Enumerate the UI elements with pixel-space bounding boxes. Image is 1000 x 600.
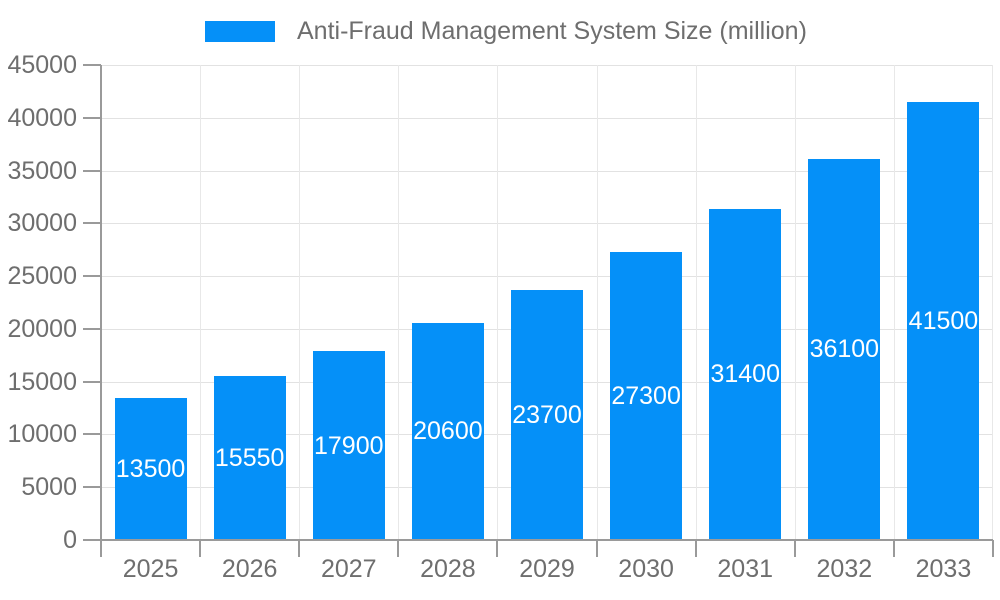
x-axis-tick (893, 540, 895, 557)
legend-label: Anti-Fraud Management System Size (milli… (297, 17, 807, 45)
y-axis-tick (83, 116, 101, 119)
x-axis-tick-label: 2027 (320, 555, 377, 583)
h-gridline (101, 170, 993, 172)
v-gridline (398, 65, 399, 540)
bar-value-label: 15550 (214, 443, 285, 472)
h-gridline (101, 223, 993, 225)
x-axis-tick (695, 540, 697, 557)
bar-2031: 31400 (709, 208, 782, 540)
x-axis-tick-label: 2033 (915, 555, 972, 583)
y-axis-tick (83, 486, 101, 489)
y-axis-tick-label: 25000 (7, 262, 77, 291)
x-axis-tick (496, 540, 498, 557)
y-axis-tick-label: 20000 (7, 314, 77, 343)
y-axis-tick-label: 45000 (7, 51, 77, 79)
v-gridline (992, 65, 993, 540)
bar-2026: 15550 (213, 375, 286, 540)
y-axis-tick (83, 433, 101, 436)
v-gridline (795, 65, 796, 540)
y-axis-tick (83, 327, 101, 330)
x-axis-tick-label: 2030 (618, 555, 674, 583)
y-axis-tick-label: 0 (63, 526, 77, 554)
bar-value-label: 31400 (710, 360, 780, 389)
y-axis-tick-label: 40000 (7, 103, 77, 132)
v-gridline (200, 65, 201, 540)
y-axis-tick-label: 30000 (7, 209, 77, 238)
x-axis-line (83, 539, 993, 541)
h-gridline (101, 117, 993, 119)
bar-value-label: 23700 (512, 400, 582, 429)
v-gridline (696, 65, 697, 540)
bar-2030: 27300 (610, 251, 683, 540)
h-gridline (101, 276, 993, 278)
y-axis-line (100, 65, 102, 540)
x-axis-tick-label: 2026 (221, 555, 278, 583)
bar-2032: 36100 (808, 158, 881, 540)
bar-value-label: 17900 (314, 431, 384, 460)
y-axis-tick (83, 539, 101, 541)
bar-value-label: 20600 (413, 417, 483, 446)
bar-2029: 23700 (511, 289, 583, 540)
x-axis-tick (596, 540, 598, 557)
y-axis-tick-label: 10000 (7, 420, 77, 449)
x-axis-tick-label: 2031 (717, 555, 774, 583)
y-axis-tick-label: 15000 (7, 367, 77, 396)
y-axis-tick-label: 5000 (21, 473, 77, 502)
bar-value-label: 41500 (908, 306, 979, 335)
bar-2033: 41500 (907, 101, 980, 540)
v-gridline (497, 65, 498, 540)
v-gridline (597, 65, 598, 540)
y-axis-tick (83, 169, 101, 172)
y-axis-tick (83, 64, 101, 66)
legend-swatch (205, 20, 275, 42)
bar-value-label: 27300 (611, 381, 681, 410)
h-gridline (101, 65, 993, 66)
bar-2025: 13500 (114, 397, 187, 540)
y-axis-tick (83, 222, 101, 225)
bar-value-label: 13500 (115, 454, 186, 483)
legend-item[interactable]: Anti-Fraud Management System Size (milli… (205, 16, 807, 46)
x-axis-tick-label: 2032 (816, 555, 873, 583)
bar-2028: 20600 (411, 322, 484, 540)
x-axis-tick-label: 2028 (420, 555, 476, 583)
y-axis-tick (83, 275, 101, 278)
plot-area: 13500 15550 17900 20600 23700 27300 31400 36100… (101, 65, 993, 540)
bar-2027: 17900 (312, 351, 385, 540)
x-axis-tick (794, 540, 796, 557)
bar-value-label: 36100 (809, 335, 880, 364)
y-axis-tick (83, 380, 101, 383)
x-axis-tick (397, 540, 399, 557)
v-gridline (299, 65, 300, 540)
x-axis-tick (199, 540, 201, 557)
y-axis-tick-label: 35000 (7, 156, 77, 185)
x-axis-tick (298, 540, 300, 557)
x-axis-tick (992, 540, 994, 557)
x-axis-tick-label: 2029 (519, 555, 575, 583)
v-gridline (894, 65, 895, 540)
x-axis-tick (100, 540, 102, 557)
x-axis-tick-label: 2025 (122, 555, 179, 583)
